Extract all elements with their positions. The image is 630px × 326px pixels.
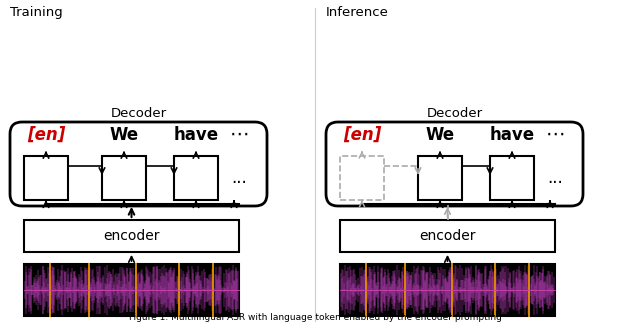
FancyBboxPatch shape [102,156,146,200]
Text: We: We [425,126,455,144]
Text: [en]: [en] [343,126,381,144]
Text: Decoder: Decoder [427,107,483,120]
Text: encoder: encoder [419,229,476,243]
FancyBboxPatch shape [340,156,384,200]
Bar [340,264,555,316]
Text: Inference: Inference [326,6,389,19]
FancyBboxPatch shape [174,156,218,200]
Text: Training: Training [10,6,63,19]
FancyBboxPatch shape [10,122,267,206]
Bar [24,264,239,316]
Text: We: We [110,126,139,144]
Text: have: have [173,126,219,144]
Text: Decoder: Decoder [110,107,166,120]
Text: [en]: [en] [27,126,65,144]
Text: ⋯: ⋯ [545,125,564,144]
FancyBboxPatch shape [418,156,462,200]
Text: ...: ... [231,169,247,187]
FancyBboxPatch shape [326,122,583,206]
FancyBboxPatch shape [490,156,534,200]
Text: encoder: encoder [103,229,160,243]
FancyBboxPatch shape [24,220,239,252]
FancyBboxPatch shape [340,220,555,252]
Text: ...: ... [547,169,563,187]
Text: Figure 1: Multilingual ASR with language token enabled by the encoder prompting: Figure 1: Multilingual ASR with language… [129,313,501,322]
FancyBboxPatch shape [24,156,68,200]
Text: ⋯: ⋯ [229,125,249,144]
Text: have: have [490,126,535,144]
